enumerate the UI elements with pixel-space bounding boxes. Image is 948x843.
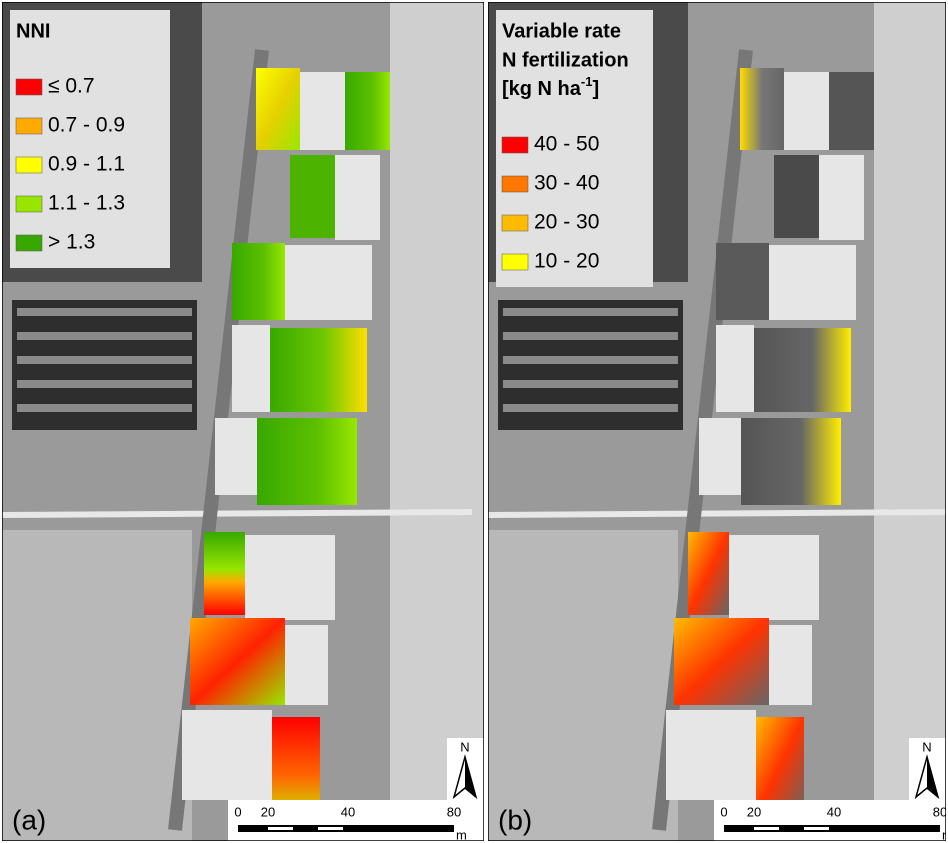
legend-label: > 1.3 — [48, 231, 95, 254]
plot — [285, 245, 372, 320]
legend-title: N fertilization — [502, 49, 629, 71]
plot — [245, 535, 335, 620]
building-stripe — [503, 404, 678, 412]
north-label: N — [460, 739, 469, 754]
plot — [784, 72, 829, 150]
legend-label: 1.1 - 1.3 — [48, 192, 125, 215]
legend-unit-part: [kg N ha — [502, 78, 582, 100]
plot — [270, 328, 367, 412]
plot — [716, 325, 754, 412]
legend-label: 30 - 40 — [534, 172, 599, 195]
plot — [754, 328, 851, 412]
panel-label: (a) — [12, 804, 46, 835]
plot — [232, 325, 270, 412]
plot — [740, 68, 784, 150]
plot — [256, 68, 300, 150]
scale-segment — [804, 827, 829, 830]
legend-swatch — [16, 118, 42, 134]
plot — [345, 72, 390, 150]
plot — [769, 625, 812, 705]
scale-segment — [318, 827, 343, 830]
figure: NNI ≤ 0.7 0.7 - 0.9 0.9 - 1.1 1.1 - 1.3 > 1.3… — [0, 0, 948, 843]
north-label: N — [922, 739, 931, 754]
scale-unit: m — [456, 827, 467, 842]
plot — [215, 418, 257, 495]
legend-swatch — [502, 176, 528, 192]
plot — [674, 618, 769, 705]
building-stripe — [503, 380, 678, 388]
scale-label: 20 — [261, 804, 275, 819]
plot — [688, 532, 729, 615]
light-field — [2, 530, 192, 841]
building-stripe — [17, 308, 192, 316]
scale-label: 0 — [234, 804, 241, 819]
building-stripe — [17, 332, 192, 340]
plot — [290, 155, 335, 238]
scale-label: 80 — [447, 804, 461, 819]
legend-swatch — [16, 196, 42, 212]
building-stripe — [503, 332, 678, 340]
plot — [699, 418, 741, 495]
plot — [285, 625, 328, 705]
plot — [257, 418, 357, 505]
map-panel: NNI ≤ 0.7 0.7 - 0.9 0.9 - 1.1 1.1 - 1.3 > 1.3… — [2, 2, 510, 842]
scale-segment — [268, 827, 293, 830]
plot — [829, 72, 874, 150]
road — [2, 512, 472, 515]
plot — [182, 710, 272, 800]
plot — [716, 243, 769, 320]
plot — [204, 532, 245, 615]
scale-label: 40 — [341, 804, 355, 819]
plot — [335, 155, 380, 240]
plot — [300, 72, 345, 150]
legend-unit-part: -1 — [581, 74, 593, 89]
plot — [769, 245, 856, 320]
building-stripe — [17, 380, 192, 388]
legend-label: 0.9 - 1.1 — [48, 153, 125, 176]
building-stripe — [17, 404, 192, 412]
legend-swatch — [502, 137, 528, 153]
plot — [190, 618, 285, 705]
legend-swatch — [16, 235, 42, 251]
plot — [666, 710, 756, 800]
scale-label: 80 — [933, 804, 947, 819]
plot — [741, 418, 841, 505]
legend-swatch — [16, 157, 42, 173]
legend-title: Variable rate — [502, 20, 621, 42]
plot — [729, 535, 819, 620]
map-panel: Variable rate N fertilization [kg N ha-1] 4… — [488, 2, 948, 842]
building-stripe — [17, 356, 192, 364]
scale-segment — [754, 827, 779, 830]
panel-label: (b) — [498, 804, 532, 835]
plot — [232, 243, 285, 320]
legend-swatch — [502, 254, 528, 270]
building-stripe — [503, 308, 678, 316]
road — [488, 512, 948, 515]
scale-unit: m — [942, 827, 948, 842]
legend-swatch — [16, 79, 42, 95]
legend-label: 40 - 50 — [534, 133, 599, 156]
scale-label: 0 — [720, 804, 727, 819]
building-stripe — [503, 356, 678, 364]
legend-swatch — [502, 215, 528, 231]
scale-label: 20 — [747, 804, 761, 819]
legend-label: 0.7 - 0.9 — [48, 114, 125, 137]
bright-field — [874, 2, 948, 841]
light-field — [488, 530, 678, 841]
legend-unit-part: ] — [592, 78, 599, 100]
legend-label: 20 - 30 — [534, 211, 599, 234]
scale-label: 40 — [827, 804, 841, 819]
legend-label: 10 - 20 — [534, 250, 599, 273]
panels: NNI ≤ 0.7 0.7 - 0.9 0.9 - 1.1 1.1 - 1.3 > 1.3… — [2, 2, 948, 842]
plot — [819, 155, 864, 240]
legend-title: NNI — [16, 20, 50, 42]
legend-label: ≤ 0.7 — [48, 75, 95, 98]
plot — [774, 155, 819, 238]
legend-box — [10, 10, 170, 268]
